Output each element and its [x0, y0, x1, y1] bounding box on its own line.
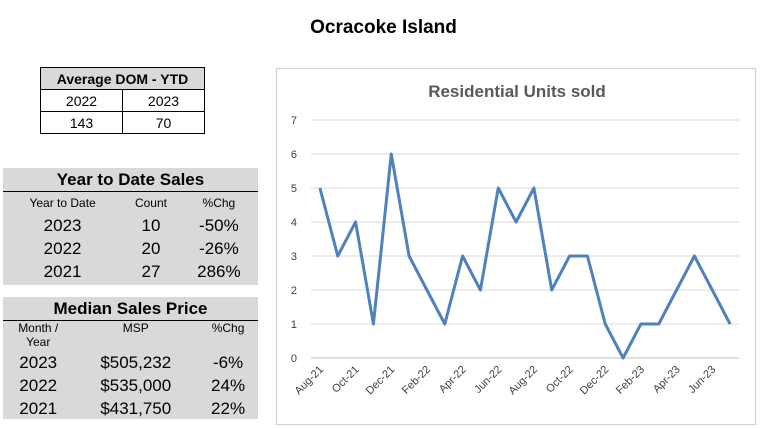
- chart-title: Residential Units sold: [428, 82, 606, 101]
- x-tick-label: Feb-22: [400, 364, 433, 397]
- x-tick-label: Dec-21: [364, 364, 398, 398]
- ytd-count-cell: 10: [141, 215, 161, 235]
- msp-price-cell: $431,750: [100, 398, 172, 418]
- x-tick-label: Apr-23: [651, 364, 683, 396]
- dom-table-header: Average DOM - YTD: [40, 67, 205, 90]
- ytd-year-cell: 2021: [43, 261, 82, 281]
- msp-price-cell: $505,232: [100, 352, 172, 372]
- x-tick-label: Jun-23: [686, 364, 718, 396]
- ytd-count-cell: 27: [141, 261, 161, 281]
- ytd-count-cell: 20: [141, 238, 161, 258]
- x-tick-label: Feb-23: [614, 364, 647, 397]
- dom-year-cell: 2023: [121, 89, 206, 112]
- y-tick-label: 1: [291, 319, 297, 331]
- x-tick-label: Oct-21: [330, 364, 362, 396]
- ytd-change-cell: -50%: [199, 215, 239, 235]
- msp-year-cell: 2023: [19, 352, 58, 372]
- ytd-year-cell: 2022: [43, 238, 82, 258]
- y-tick-label: 0: [291, 353, 297, 365]
- msp-price-cell: $535,000: [100, 375, 172, 395]
- msp-change-cell: 24%: [211, 375, 246, 395]
- year-to-date-sales-panel: Year to Date Sales Year to Date Count %C…: [3, 168, 258, 285]
- ytd-table: Year to Date Count %Chg 2023 10 -50% 202…: [3, 192, 258, 283]
- msp-table: Month / Year MSP %Chg 2023 $505,232 -6% …: [3, 321, 258, 420]
- y-tick-label: 7: [291, 115, 297, 127]
- ytd-year-cell: 2023: [43, 215, 82, 235]
- page-title: Ocracoke Island: [310, 17, 457, 38]
- median-sales-price-panel: Median Sales Price Month / Year MSP %Chg…: [3, 297, 258, 419]
- average-dom-table: Average DOM - YTD 2022 2023 143 70: [40, 67, 206, 134]
- msp-column-header: %Chg: [211, 321, 245, 335]
- ytd-change-cell: 286%: [197, 261, 241, 281]
- ytd-column-header: Count: [134, 196, 167, 210]
- x-tick-label: Aug-21: [292, 364, 326, 398]
- ytd-panel-title: Year to Date Sales: [3, 168, 258, 192]
- y-tick-label: 5: [291, 183, 297, 195]
- ytd-column-header: %Chg: [202, 196, 236, 210]
- msp-year-cell: 2022: [19, 375, 58, 395]
- y-tick-label: 2: [291, 285, 297, 297]
- msp-year-cell: 2021: [19, 398, 58, 418]
- msp-change-cell: -6%: [212, 352, 244, 372]
- msp-panel-title: Median Sales Price: [3, 297, 258, 321]
- y-tick-label: 3: [291, 251, 297, 263]
- y-tick-label: 4: [291, 217, 297, 229]
- dom-value-cell: 143: [40, 111, 123, 134]
- x-tick-label: Apr-22: [437, 364, 469, 396]
- units-sold-series-line: [318, 152, 732, 360]
- msp-column-header: Month / Year: [18, 321, 59, 349]
- dom-year-cell: 2022: [40, 89, 123, 112]
- dom-value-cell: 70: [121, 111, 206, 134]
- x-tick-label: Dec-22: [578, 364, 612, 398]
- x-tick-label: Aug-22: [506, 364, 540, 398]
- ytd-change-cell: -26%: [199, 238, 239, 258]
- x-tick-label: Jun-22: [472, 364, 504, 396]
- x-tick-label: Oct-22: [544, 364, 576, 396]
- msp-change-cell: 22%: [211, 398, 246, 418]
- y-tick-label: 6: [291, 149, 297, 161]
- ytd-column-header: Year to Date: [29, 196, 96, 210]
- msp-column-header: MSP: [122, 321, 149, 335]
